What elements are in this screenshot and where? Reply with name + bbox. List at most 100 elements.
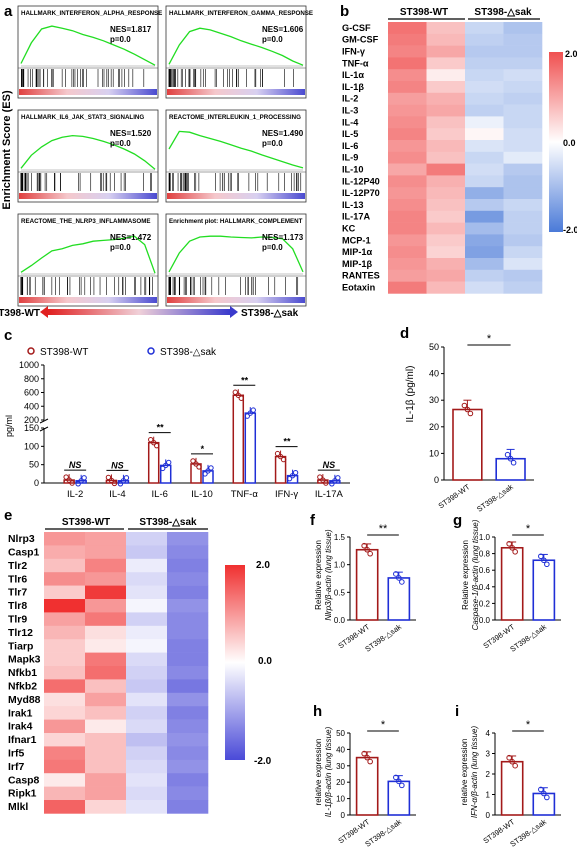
- chart-h-y-tick-label: 0: [341, 811, 346, 820]
- gsea-plot-title: HALLMARK_INTERFERON_ALPHA_RESPONSE: [21, 10, 162, 17]
- heatmap-cell: [85, 558, 127, 573]
- c-point-sak: [329, 481, 335, 487]
- heatmap-cell: [167, 786, 209, 801]
- heatmap-cell: [503, 104, 543, 117]
- heatmap-cell: [465, 281, 504, 294]
- chart-i-y-tick-label: 3: [486, 750, 491, 759]
- chart-i-bar: [500, 760, 524, 816]
- c-point-sak: [332, 478, 338, 484]
- chart-g-y-tick-label: 1.0: [479, 533, 491, 542]
- heatmap-e: Nlrp3 Casp1 Tlr2 Tlr6 Tlr7 Tlr8 Tlr9 Tlr12 Tiarp…: [8, 532, 209, 814]
- gsea-plot-title: REACTOME_THE_NLRP3_INFLAMMASOME: [21, 218, 151, 225]
- c-x-tick-label: IL-6: [152, 489, 168, 500]
- heatmap-cell: [126, 692, 168, 707]
- c-point-wt: [280, 456, 287, 463]
- heatmap-cell: [465, 222, 504, 235]
- c-point-sak: [75, 481, 81, 487]
- heatmap-cell: [388, 104, 427, 117]
- heatmap-cell: [465, 33, 504, 46]
- gsea-rank-bar: [167, 297, 305, 303]
- heatmap-cell: [126, 666, 168, 680]
- heatmap-cell: [426, 222, 466, 235]
- c-point-wt: [277, 453, 284, 460]
- c-point-wt: [235, 392, 241, 398]
- gsea-rank-bar: [167, 89, 305, 95]
- heatmap-cell: [388, 57, 427, 70]
- chart-g-point: [512, 548, 518, 555]
- chart-d-y-tick-label: 40: [429, 369, 439, 379]
- gsea-nes-label: NES=1.817: [110, 25, 152, 34]
- panel-f: f Relative expression Nlrp3/β-actin (lun…: [310, 512, 416, 654]
- c-point-wt: [63, 474, 69, 480]
- chart-g-point: [506, 540, 512, 547]
- heatmap-cell: [465, 151, 504, 164]
- c-sig-label: NS: [111, 460, 124, 470]
- heatmap-cell: [44, 706, 86, 720]
- gsea-p-label: p=0.0: [262, 35, 283, 44]
- heatmap-b-scale-mid: 0.0: [563, 138, 576, 148]
- heatmap-cell: [126, 545, 168, 560]
- c-axis-break-mark: [39, 418, 49, 424]
- heatmap-cell: [503, 210, 543, 223]
- heatmap-cell: [388, 199, 427, 212]
- heatmap-e-scale-min: -2.0: [254, 756, 272, 767]
- heatmap-row-label: IL-9: [342, 153, 358, 163]
- heatmap-cell: [465, 22, 504, 35]
- chart-d-point: [510, 459, 517, 466]
- heatmap-cell: [465, 234, 504, 247]
- panel-b-letter: b: [340, 3, 349, 20]
- c-x-tick-label: IL-17A: [315, 489, 344, 500]
- heatmap-cell: [167, 746, 209, 761]
- heatmap-cell: [126, 612, 168, 627]
- panel-i-ylabel1: relative expression: [460, 739, 469, 806]
- c-point-sak: [250, 407, 256, 413]
- c-point-wt: [320, 477, 326, 483]
- heatmap-row-label: Ripk1: [8, 789, 37, 800]
- heatmap-cell: [426, 33, 466, 46]
- panel-h-ylabel1: relative expression: [314, 739, 323, 806]
- heatmap-cell: [85, 679, 127, 694]
- c-y-tick-label: 1000: [19, 360, 39, 370]
- c-point-wt: [69, 480, 75, 486]
- chart-f-bar: [355, 548, 379, 621]
- heatmap-row-label: Casp1: [8, 547, 40, 558]
- heatmap-cell: [426, 45, 466, 58]
- c-y-tick-label: 50: [29, 460, 39, 470]
- gsea-rank-bar: [167, 193, 305, 199]
- heatmap-cell: [167, 666, 209, 680]
- heatmap-cell: [388, 128, 427, 141]
- c-bar-wt: [147, 441, 160, 484]
- heatmap-row-label: Mapk3: [8, 655, 41, 666]
- heatmap-b-group2: ST398-△sak: [474, 7, 532, 18]
- heatmap-cell: [465, 187, 504, 200]
- heatmap-cell: [388, 151, 427, 164]
- c-point-wt: [190, 458, 196, 464]
- heatmap-row-label: G-CSF: [342, 23, 371, 33]
- heatmap-row-label: IL-4: [342, 117, 359, 127]
- heatmap-cell: [44, 733, 86, 747]
- c-point-sak: [244, 413, 250, 419]
- heatmap-cell: [465, 258, 504, 271]
- heatmap-cell: [426, 81, 466, 94]
- c-sig-label: **: [283, 437, 291, 447]
- gsea-plot-frame: [17, 5, 159, 99]
- gsea-p-label: p=0.0: [262, 243, 283, 252]
- c-point-wt: [193, 461, 199, 467]
- heatmap-row-label: Tlr7: [8, 588, 27, 599]
- chart-g-y-tick-label: 0.0: [479, 616, 491, 625]
- heatmap-cell: [85, 585, 127, 600]
- chart-g-point: [538, 553, 544, 560]
- gsea-rank-bar: [19, 89, 157, 95]
- gsea-plot-title: REACTOME_INTERLEUKIN_1_PROCESSING: [169, 114, 301, 121]
- heatmap-cell: [388, 22, 427, 35]
- chart-g-sig-label: *: [526, 523, 531, 535]
- gsea-plot-title: Enrichment plot: HALLMARK_COMPLEMENT: [169, 218, 303, 225]
- heatmap-row-label: Tlr8: [8, 601, 27, 612]
- chart-d-x-tick-label: ST398-△sak: [475, 482, 515, 514]
- heatmap-row-label: IL-3: [342, 105, 358, 115]
